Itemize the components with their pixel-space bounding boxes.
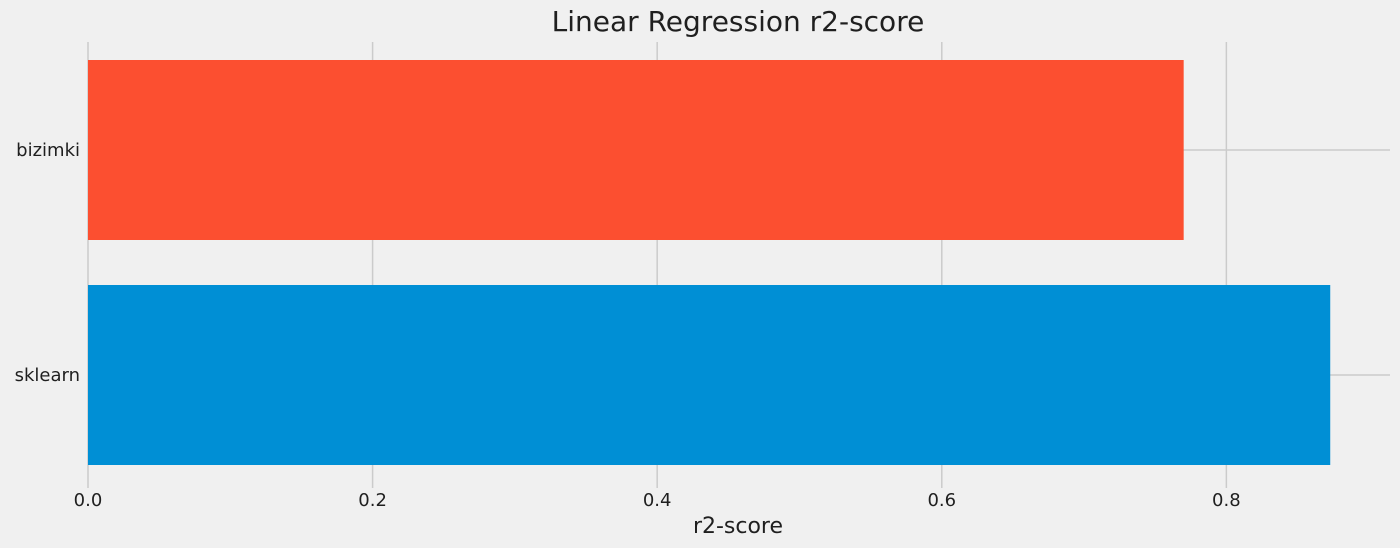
chart-title: Linear Regression r2-score xyxy=(552,5,925,38)
x-tick-label: 0.4 xyxy=(643,490,672,511)
x-tick-label: 0.2 xyxy=(358,490,387,511)
y-tick-label: sklearn xyxy=(15,365,80,386)
label-layer: 0.0 0.2 0.4 0.6 0.8 bizimki sklearn xyxy=(15,140,1241,511)
bar-bizimki xyxy=(88,60,1184,240)
bar-sklearn xyxy=(88,285,1331,465)
x-tick-label: 0.6 xyxy=(927,490,956,511)
x-tick-label: 0.0 xyxy=(74,490,103,511)
bar-layer xyxy=(88,60,1331,465)
x-axis-label: r2-score xyxy=(693,514,783,539)
x-tick-label: 0.8 xyxy=(1212,490,1241,511)
y-tick-label: bizimki xyxy=(16,140,80,161)
